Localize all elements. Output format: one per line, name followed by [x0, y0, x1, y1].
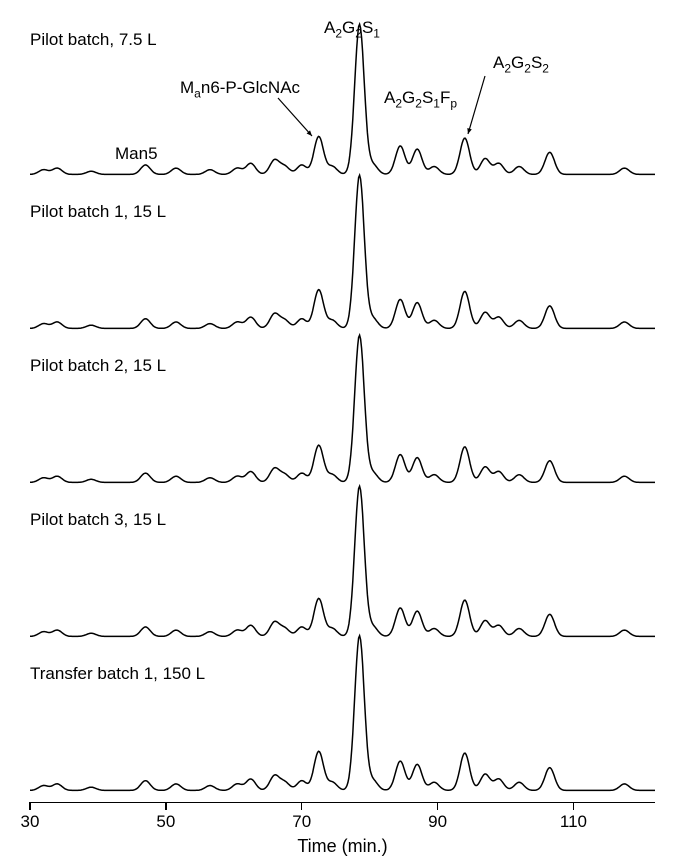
chart-panel: Pilot batch, 7.5 L Pilot batch 1, 15 L Pil…	[30, 8, 655, 803]
arrow-1	[462, 70, 491, 140]
trace-label-2: Pilot batch 2, 15 L	[30, 356, 166, 376]
x-tick-label: 110	[560, 812, 587, 832]
trace-label-4: Transfer batch 1, 150 L	[30, 664, 205, 684]
x-tick-label: 30	[21, 812, 40, 832]
trace-label-1: Pilot batch 1, 15 L	[30, 202, 166, 222]
arrow-0	[272, 92, 318, 142]
trace-1: Pilot batch 1, 15 L	[30, 172, 655, 330]
x-tick	[29, 802, 31, 810]
x-tick-label: 90	[428, 812, 447, 832]
trace-3: Pilot batch 3, 15 L	[30, 480, 655, 638]
x-tick	[165, 802, 167, 810]
trace-label-3: Pilot batch 3, 15 L	[30, 510, 166, 530]
trace-4: Transfer batch 1, 150 L	[30, 634, 655, 792]
trace-label-0: Pilot batch, 7.5 L	[30, 30, 157, 50]
x-axis-label: Time (min.)	[297, 836, 387, 857]
x-tick	[301, 802, 303, 810]
x-tick-label: 50	[156, 812, 175, 832]
peak-label-3: A2G2S1Fp	[384, 88, 457, 110]
x-tick	[573, 802, 575, 810]
trace-2: Pilot batch 2, 15 L	[30, 326, 655, 484]
peak-label-0: Man5	[115, 144, 158, 164]
peak-label-4: A2G2S2	[493, 53, 549, 75]
peak-label-2: A2G2S1	[324, 18, 380, 40]
x-tick	[437, 802, 439, 810]
x-tick-label: 70	[292, 812, 311, 832]
